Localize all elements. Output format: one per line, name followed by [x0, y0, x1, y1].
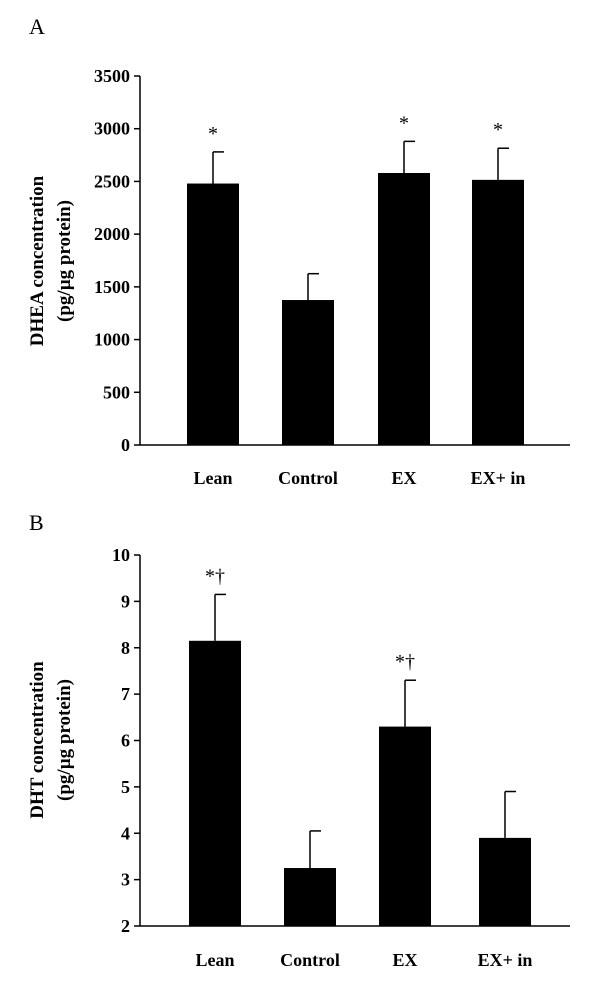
y-axis-unit: (pg/µg protein) — [54, 679, 75, 801]
y-tick-label: 2500 — [94, 171, 130, 191]
category-label: Control — [280, 950, 340, 970]
y-tick-label: 6 — [121, 731, 130, 751]
bar-lean — [189, 640, 241, 926]
panel-b: B 2 3 4 5 6 7 8 9 10 DHT concentration (pg/µg prot… — [0, 500, 600, 1001]
y-axis-title: DHEA concentration — [27, 175, 48, 346]
bar-ex-in — [472, 179, 524, 445]
y-tick-label: 1000 — [94, 330, 130, 350]
bar-control — [284, 868, 336, 926]
dhea-bar-chart: 0 500 1000 1500 2000 2500 3000 3500 DHEA concent… — [27, 66, 570, 488]
y-tick-label: 9 — [121, 591, 130, 611]
bar-ex-in — [479, 837, 531, 926]
y-tick-label: 2000 — [94, 224, 130, 244]
significance-mark: * — [493, 119, 503, 141]
bar-lean — [187, 183, 239, 445]
bar-ex — [379, 726, 431, 926]
y-tick-label: 5 — [121, 777, 130, 797]
y-tick-label: 1500 — [94, 277, 130, 297]
panel-a: A 0 500 1000 1500 2000 2500 3000 3500 DHEA conce… — [0, 0, 600, 500]
panel-label: B — [29, 510, 44, 535]
y-axis-title: DHT concentration — [27, 661, 48, 819]
significance-mark: *† — [395, 651, 415, 673]
y-tick-label: 2 — [121, 916, 130, 936]
category-label: Lean — [193, 468, 232, 488]
y-tick-label: 3000 — [94, 119, 130, 139]
bar-control — [282, 300, 334, 445]
y-tick-label: 500 — [103, 382, 130, 402]
y-tick-label: 4 — [121, 823, 130, 843]
y-axis-label: DHEA concentration (pg/µg protein) — [27, 175, 75, 346]
bar-ex — [378, 172, 430, 445]
y-axis-label: DHT concentration (pg/µg protein) — [27, 661, 75, 819]
y-tick-label: 0 — [121, 435, 130, 455]
y-tick-label: 8 — [121, 638, 130, 658]
significance-mark: * — [208, 123, 218, 145]
significance-mark: *† — [205, 565, 225, 587]
category-label: Lean — [195, 950, 234, 970]
category-label: EX+ in — [478, 950, 533, 970]
y-tick-label: 3500 — [94, 66, 130, 86]
significance-mark: * — [399, 112, 409, 134]
y-axis-unit: (pg/µg protein) — [54, 200, 75, 322]
category-label: EX — [391, 468, 416, 488]
y-tick-label: 3 — [121, 870, 130, 890]
category-label: Control — [278, 468, 338, 488]
y-tick-label: 10 — [112, 545, 130, 565]
panel-label: A — [29, 14, 45, 39]
category-label: EX — [392, 950, 417, 970]
y-tick-label: 7 — [121, 684, 130, 704]
dht-bar-chart: 2 3 4 5 6 7 8 9 10 DHT concentration (pg/µg protei… — [27, 545, 570, 970]
category-label: EX+ in — [471, 468, 526, 488]
